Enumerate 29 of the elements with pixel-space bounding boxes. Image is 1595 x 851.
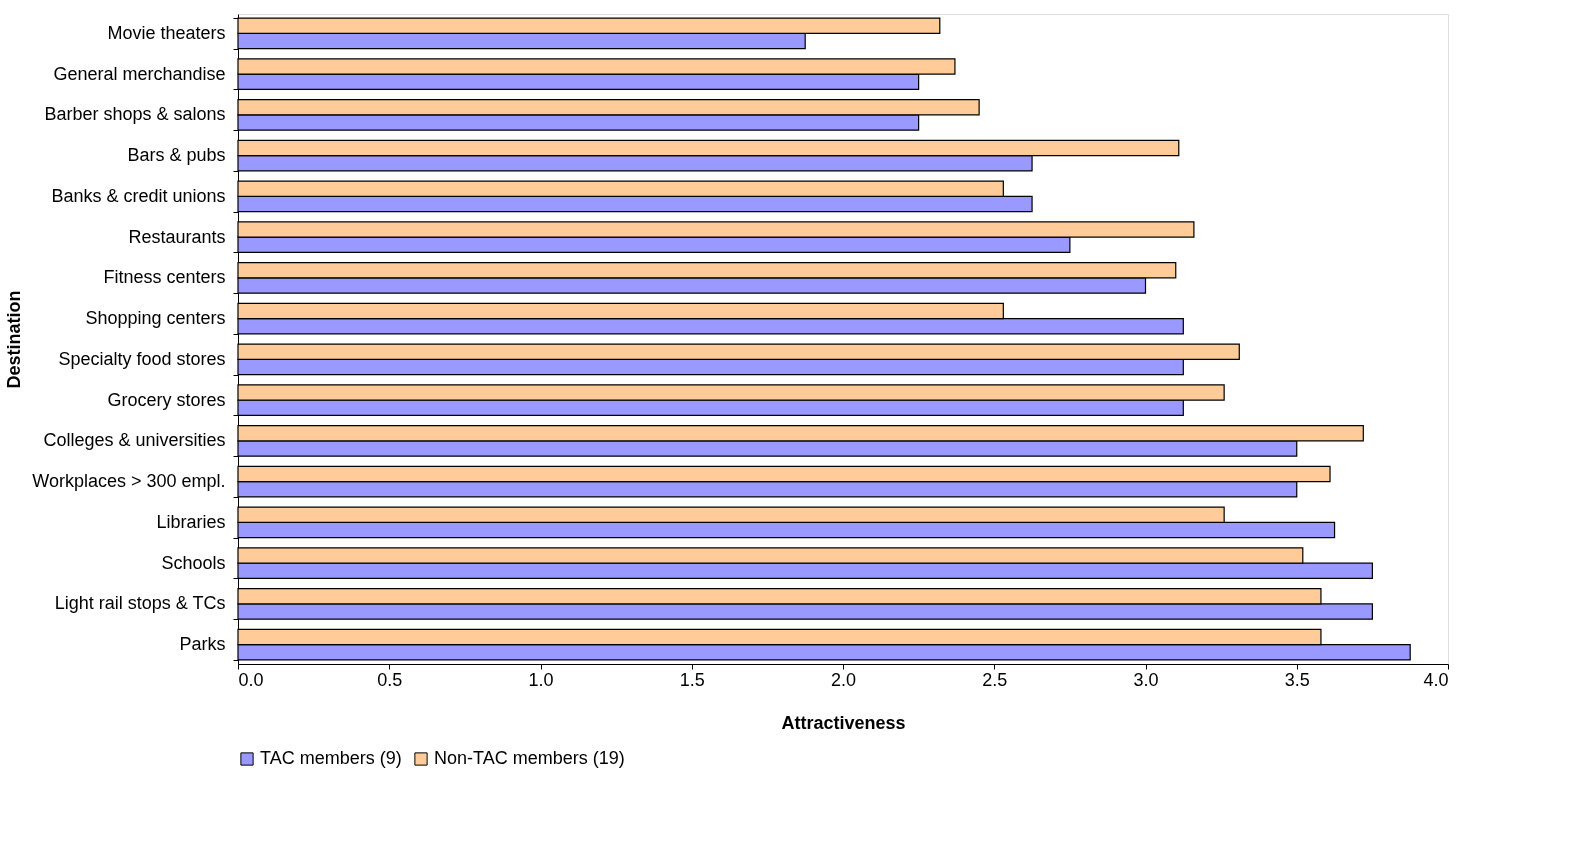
x-tick-label: 1.0	[528, 669, 554, 690]
y-tick-label: Schools	[161, 552, 226, 573]
x-tick-label: 4.0	[1423, 669, 1449, 690]
x-tick-label: 1.5	[679, 669, 705, 690]
y-tick-label: Bars & pubs	[127, 145, 226, 166]
y-tick-label: Banks & credit unions	[51, 185, 226, 206]
y-tick-label: Parks	[179, 634, 226, 655]
y-tick-label: Barber shops & salons	[44, 104, 226, 125]
y-tick-label: Specialty food stores	[58, 348, 226, 369]
y-tick-label: General merchandise	[53, 63, 226, 84]
y-tick-label: Restaurants	[128, 226, 226, 247]
x-tick-label: 3.0	[1133, 669, 1159, 690]
x-tick-label: 2.5	[982, 669, 1008, 690]
x-tick-label: 2.0	[830, 669, 857, 690]
y-tick-label: Movie theaters	[107, 22, 226, 43]
legend-label: Non-TAC members (19)	[434, 748, 625, 768]
y-tick-label: Workplaces > 300 empl.	[32, 471, 226, 492]
y-tick-label: Shopping centers	[85, 308, 226, 329]
y-tick-label: Light rail stops & TCs	[54, 593, 226, 614]
legend-label: TAC members (9)	[260, 748, 402, 768]
y-axis-title: Destination	[3, 290, 24, 389]
x-axis-title: Attractiveness	[781, 712, 906, 733]
x-tick-label: 0.5	[377, 669, 403, 690]
y-tick-label: Fitness centers	[103, 267, 226, 288]
y-tick-label: Libraries	[156, 511, 226, 532]
x-tick-label: 3.5	[1284, 669, 1310, 690]
x-tick-label: 0.0	[238, 669, 264, 690]
y-tick-label: Colleges & universities	[43, 430, 226, 451]
y-tick-label: Grocery stores	[107, 389, 226, 410]
